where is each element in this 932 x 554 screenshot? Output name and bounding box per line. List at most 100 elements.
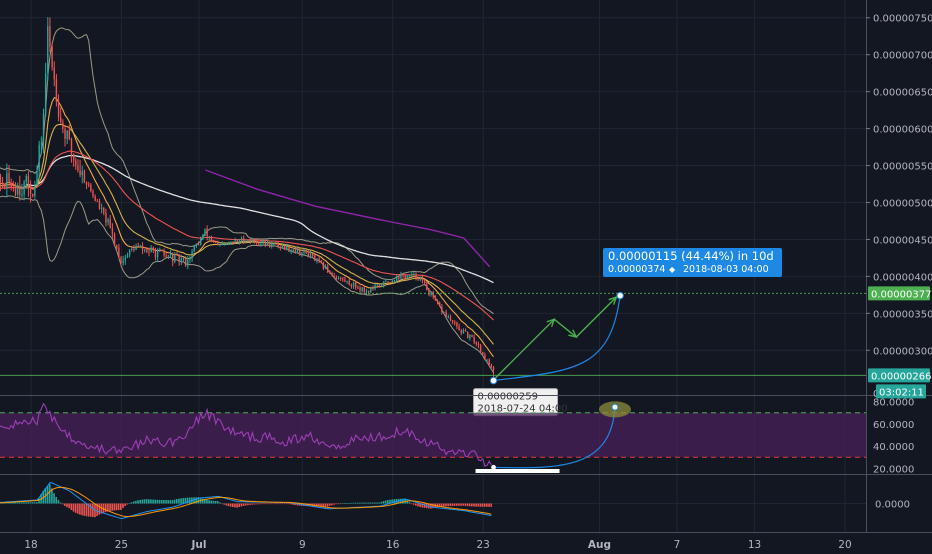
macd-histogram-bar: [324, 503, 327, 507]
ema-10-line: [0, 97, 494, 358]
candle: [120, 255, 122, 267]
macd-histogram-bar: [113, 503, 116, 511]
candle: [197, 241, 200, 246]
candle-body: [352, 282, 355, 287]
rsi-target-marker[interactable]: [611, 403, 619, 411]
macd-histogram-bar: [53, 493, 55, 504]
candle: [352, 281, 355, 290]
price-tick-label: 0.00000600: [873, 125, 932, 136]
time-tick-label: Aug: [588, 539, 611, 550]
macd-histogram-bar: [268, 503, 271, 505]
candle: [68, 124, 71, 141]
macd-histogram-bar: [100, 503, 103, 514]
candle-body: [477, 343, 480, 346]
candle-body: [208, 236, 210, 238]
target-point-marker[interactable]: [616, 291, 624, 300]
candle: [85, 181, 88, 190]
candle: [236, 239, 238, 243]
macd-histogram-bar: [14, 502, 17, 504]
candle: [154, 247, 157, 261]
macd-histogram-bar: [120, 503, 122, 510]
candle-body: [400, 274, 402, 279]
rsi-projection-arc: [493, 407, 616, 469]
macd-pane[interactable]: [0, 482, 866, 520]
candle-body: [243, 238, 245, 243]
candle-body: [286, 245, 288, 250]
candle-body: [193, 246, 195, 252]
price-axis[interactable]: 0.00000750 0.00000700 0.00000650 0.00000600…: [866, 14, 932, 511]
candle-body: [146, 249, 148, 252]
time-tick-label: 20: [838, 539, 851, 550]
macd-histogram-bar: [326, 503, 329, 507]
macd-histogram-bar: [331, 503, 333, 506]
candle: [466, 331, 469, 339]
candle-body: [122, 260, 124, 264]
candle-body: [271, 243, 273, 247]
candle-body: [111, 227, 114, 235]
candle-body: [445, 311, 447, 317]
macd-histogram-bar: [216, 501, 219, 504]
candle: [66, 130, 68, 145]
candle-body: [292, 250, 294, 252]
bollinger-lower: [0, 195, 494, 374]
macd-histogram-bar: [294, 503, 297, 506]
candle-body: [240, 238, 243, 242]
price-level-badge[interactable]: [868, 286, 930, 301]
candle-body: [68, 130, 71, 139]
candle: [111, 223, 114, 239]
candle: [445, 309, 447, 317]
rsi-pane[interactable]: [0, 401, 866, 473]
candle-body: [113, 234, 116, 246]
candle-body: [380, 286, 383, 288]
time-axis[interactable]: 18 25 Jul 9 16 23 Aug 7 13 20: [24, 539, 851, 551]
candle-body: [245, 241, 247, 243]
macd-histogram-bar: [171, 500, 174, 504]
candle: [430, 291, 432, 297]
candle: [324, 264, 327, 270]
candle-body: [441, 306, 443, 312]
macd-histogram-bar: [247, 503, 249, 506]
macd-histogram-bar: [412, 503, 415, 505]
candle: [268, 241, 271, 248]
macd-histogram-bar: [242, 503, 245, 506]
candle-body: [0, 175, 2, 182]
macd-histogram-bar: [165, 500, 167, 504]
macd-histogram-bar: [59, 502, 62, 504]
countdown-badge: [876, 384, 926, 399]
price-tick-label: 0.00000400: [873, 272, 932, 283]
candle-body: [83, 171, 86, 183]
rsi-tick-label: 80.0000: [873, 398, 914, 409]
candle: [406, 274, 409, 280]
bollinger-bands: [0, 27, 494, 374]
macd-histogram-bar: [249, 503, 251, 505]
rsi-start-marker[interactable]: [491, 464, 496, 470]
candle: [393, 279, 396, 283]
candle-body: [223, 243, 226, 245]
macd-histogram-bar: [87, 503, 90, 517]
candle: [477, 341, 480, 349]
low-point-marker[interactable]: [489, 376, 498, 385]
candle-body: [116, 245, 118, 248]
candle-body: [350, 284, 353, 287]
macd-histogram-bar: [389, 499, 391, 504]
candle: [370, 286, 372, 294]
rsi-range-bar: [475, 469, 560, 473]
candle-body: [90, 184, 92, 192]
candle: [337, 275, 340, 280]
macd-histogram-bar: [219, 502, 221, 504]
macd-histogram-bar: [415, 503, 417, 506]
candle-body: [163, 251, 165, 256]
candle: [451, 319, 454, 325]
candle-body: [279, 246, 282, 248]
macd-histogram-bar: [279, 503, 281, 505]
candle-body: [273, 243, 275, 245]
candle: [264, 239, 266, 248]
candle: [178, 254, 180, 266]
price-level-badge[interactable]: [868, 368, 930, 383]
macd-histogram-bar: [117, 503, 120, 511]
macd-histogram-bar: [488, 503, 490, 507]
macd-histogram-bar: [188, 497, 191, 504]
candle: [47, 17, 49, 82]
